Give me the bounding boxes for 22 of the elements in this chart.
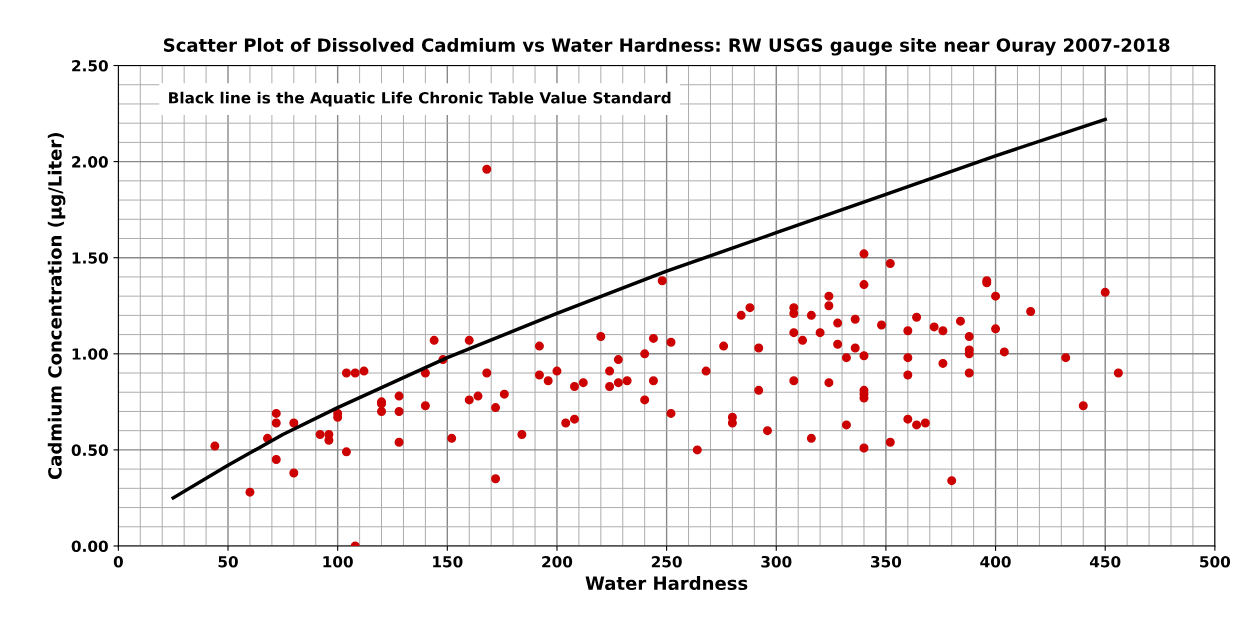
y-tick-label: 1.50 <box>72 252 108 264</box>
chart-title: Scatter Plot of Dissolved Cadmium vs Water Hardness: RW USGS gauge site near Ouray 2007-2018 <box>163 37 1170 56</box>
x-axis-title: Water Hardness <box>585 576 748 591</box>
y-tick-label: 2.50 <box>72 59 108 72</box>
x-tick-label: 100 <box>323 555 353 568</box>
y-tick-label: 1.00 <box>72 348 108 360</box>
x-tick-label: 500 <box>1200 555 1231 568</box>
line-series <box>171 117 1107 500</box>
x-tick-label: 300 <box>761 555 792 568</box>
x-tick-label: 0 <box>113 555 123 568</box>
x-tick-label: 450 <box>1089 555 1121 568</box>
x-tick-label: 250 <box>651 555 682 568</box>
annotation: Black line is the Aquatic Life Chronic Table Value Standard <box>169 91 671 107</box>
x-tick-label: 350 <box>870 555 902 568</box>
y-tick-label: 0.50 <box>71 444 108 456</box>
y-tick-label: 2.00 <box>72 156 108 168</box>
x-tick-label: 400 <box>980 555 1011 568</box>
y-tick-label: 0.00 <box>71 540 108 553</box>
y-axis-title: Cadmium Concentration (µg/Liter) <box>47 133 66 480</box>
x-tick-label: 200 <box>542 555 573 568</box>
x-tick-label: 150 <box>433 555 463 568</box>
x-tick-label: 50 <box>218 555 238 568</box>
